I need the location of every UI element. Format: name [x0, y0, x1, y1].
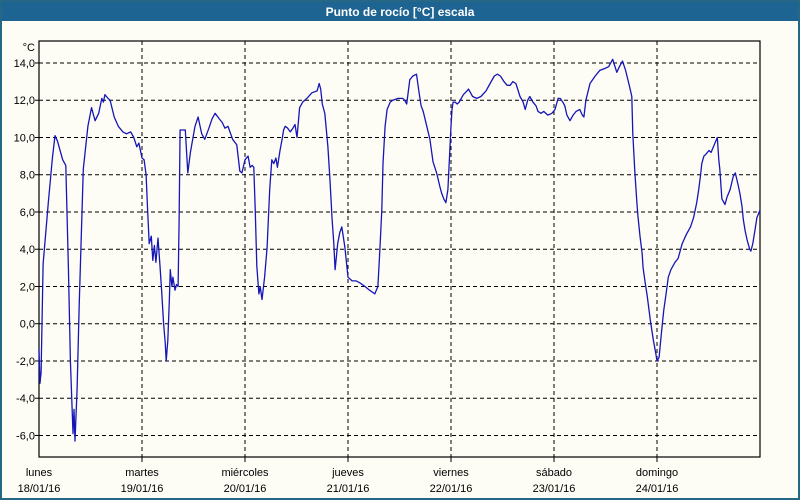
day-date-label: 19/01/16 — [121, 483, 164, 495]
day-date-label: 18/01/16 — [18, 483, 61, 495]
axis-ticks — [35, 62, 658, 462]
gridlines — [39, 41, 760, 457]
day-name-label: domingo — [636, 467, 678, 479]
day-name-label: miércoles — [221, 467, 269, 479]
day-name-label: jueves — [331, 467, 364, 479]
day-date-label: 23/01/16 — [533, 483, 576, 495]
y-tick-label: 8,0 — [20, 170, 35, 182]
y-tick-label: 12,0 — [14, 95, 35, 107]
day-name-label: viernes — [433, 467, 469, 479]
y-tick-label: -2,0 — [16, 356, 35, 368]
y-tick-label: 6,0 — [20, 207, 35, 219]
day-name-label: sábado — [536, 467, 572, 479]
y-tick-label: 0,0 — [20, 319, 35, 331]
day-date-label: 20/01/16 — [224, 483, 267, 495]
day-date-label: 21/01/16 — [327, 483, 370, 495]
day-name-label: lunes — [26, 467, 53, 479]
day-date-label: 22/01/16 — [430, 483, 473, 495]
y-tick-label: 2,0 — [20, 281, 35, 293]
y-tick-label: 10,0 — [14, 132, 35, 144]
y-axis-unit-label: °C — [23, 42, 35, 54]
y-tick-label: -4,0 — [16, 393, 35, 405]
axis-labels: 14,0 12,0 10,0 8,0 6,0 4,0 2,0 0,0 -2,0 -4,0 -6,0 °… — [14, 42, 679, 495]
day-name-label: martes — [125, 467, 159, 479]
y-tick-label: 4,0 — [20, 244, 35, 256]
y-tick-label: -6,0 — [16, 430, 35, 442]
dew-point-series-line — [38, 58, 761, 442]
y-tick-label: 14,0 — [14, 58, 35, 70]
window-title: Punto de rocío [°C] escala — [325, 4, 475, 19]
day-date-label: 24/01/16 — [636, 483, 679, 495]
plot-border — [38, 40, 761, 458]
title-bar: Punto de rocío [°C] escala — [2, 2, 798, 21]
